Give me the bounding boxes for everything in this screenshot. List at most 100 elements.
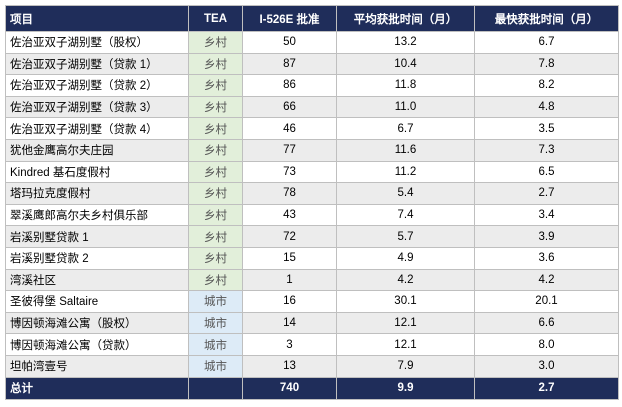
table-cell: 圣彼得堡 Saltaire [5, 290, 189, 313]
table-cell: 14 [242, 311, 337, 335]
table-cell: 6.6 [474, 311, 619, 335]
table-cell: 11.6 [336, 138, 475, 162]
table-row: 犹他金鹰高尔夫庄园 乡村 77 11.6 7.3 [5, 138, 619, 162]
table-cell: 30.1 [336, 290, 475, 313]
table-cell: 乡村 [188, 95, 243, 119]
table-row: 岩溪别墅贷款 2 乡村 15 4.9 3.6 [5, 246, 619, 270]
table-cell: 乡村 [188, 52, 243, 76]
total-cell: 740 [242, 376, 337, 400]
table-cell: 城市 [188, 333, 243, 356]
table-cell: 12.1 [336, 333, 475, 356]
table-cell: 乡村 [188, 268, 243, 292]
table-cell: 佐治亚双子湖别墅（贷款 1） [5, 52, 189, 76]
table-cell: 46 [242, 117, 337, 140]
table-row: 岩溪别墅贷款 1 乡村 72 5.7 3.9 [5, 225, 619, 248]
header-cell: 平均获批时间（月） [336, 5, 475, 32]
table-cell: 佐治亚双子湖别墅（贷款 4） [5, 117, 189, 140]
table-cell: 4.2 [336, 268, 475, 292]
table-cell: 15 [242, 246, 337, 270]
total-label: 总计 [5, 376, 189, 400]
table-row: 湾溪社区 乡村 1 4.2 4.2 [5, 268, 619, 292]
header-cell: TEA [188, 5, 243, 32]
table-row: 博因顿海滩公寓（贷款） 城市 3 12.1 8.0 [5, 333, 619, 356]
table-cell: 3 [242, 333, 337, 356]
table-cell: 塔玛拉克度假村 [5, 182, 189, 205]
table-row: 翠溪鹰郎高尔夫乡村俱乐部 乡村 43 7.4 3.4 [5, 203, 619, 227]
table-cell: 13 [242, 354, 337, 378]
total-row: 总计 740 9.9 2.7 [5, 376, 619, 400]
table-cell: 6.7 [474, 31, 619, 54]
table-cell: 乡村 [188, 246, 243, 270]
table-cell: 43 [242, 203, 337, 227]
table-row: 佐治亚双子湖别墅（贷款 4） 乡村 46 6.7 3.5 [5, 117, 619, 140]
table-cell: 7.3 [474, 138, 619, 162]
table-cell: 乡村 [188, 160, 243, 184]
table-cell: 乡村 [188, 182, 243, 205]
table-cell: 8.0 [474, 333, 619, 356]
total-cell [188, 376, 243, 400]
table-cell: 16 [242, 290, 337, 313]
table-cell: 2.7 [474, 182, 619, 205]
table-cell: 73 [242, 160, 337, 184]
table-cell: 3.9 [474, 225, 619, 248]
table-cell: 城市 [188, 311, 243, 335]
table-cell: 佐治亚双子湖别墅（贷款 2） [5, 74, 189, 97]
header-row: 项目 TEA I-526E 批准 平均获批时间（月） 最快获批时间（月） [5, 5, 619, 32]
table-cell: 86 [242, 74, 337, 97]
total-cell: 2.7 [474, 376, 619, 400]
table-row: 塔玛拉克度假村 乡村 78 5.4 2.7 [5, 182, 619, 205]
table-cell: 坦帕湾壹号 [5, 354, 189, 378]
table-cell: 4.9 [336, 246, 475, 270]
table-cell: 3.6 [474, 246, 619, 270]
header-cell: 最快获批时间（月） [474, 5, 619, 32]
table-cell: 8.2 [474, 74, 619, 97]
table-cell: 13.2 [336, 31, 475, 54]
table-cell: 3.4 [474, 203, 619, 227]
table-cell: 翠溪鹰郎高尔夫乡村俱乐部 [5, 203, 189, 227]
table-cell: 78 [242, 182, 337, 205]
table-cell: Kindred 基石度假村 [5, 160, 189, 184]
table-cell: 乡村 [188, 31, 243, 54]
table-cell: 7.4 [336, 203, 475, 227]
table-cell: 4.8 [474, 95, 619, 119]
table-cell: 1 [242, 268, 337, 292]
table-cell: 6.5 [474, 160, 619, 184]
table-cell: 5.7 [336, 225, 475, 248]
table-row: 坦帕湾壹号 城市 13 7.9 3.0 [5, 354, 619, 378]
total-cell: 9.9 [336, 376, 475, 400]
table-cell: 50 [242, 31, 337, 54]
table-cell: 城市 [188, 290, 243, 313]
table-cell: 乡村 [188, 74, 243, 97]
table-cell: 乡村 [188, 117, 243, 140]
table-cell: 岩溪别墅贷款 2 [5, 246, 189, 270]
table-cell: 10.4 [336, 52, 475, 76]
table-cell: 犹他金鹰高尔夫庄园 [5, 138, 189, 162]
table-cell: 7.9 [336, 354, 475, 378]
table-cell: 77 [242, 138, 337, 162]
header-cell: I-526E 批准 [242, 5, 337, 32]
table-cell: 博因顿海滩公寓（贷款） [5, 333, 189, 356]
table-cell: 4.2 [474, 268, 619, 292]
table-row: 佐治亚双子湖别墅（贷款 2） 乡村 86 11.8 8.2 [5, 74, 619, 97]
table-cell: 佐治亚双子湖别墅（贷款 3） [5, 95, 189, 119]
table-row: 佐治亚双子湖别墅（贷款 3） 乡村 66 11.0 4.8 [5, 95, 619, 119]
table-cell: 20.1 [474, 290, 619, 313]
table-cell: 12.1 [336, 311, 475, 335]
table-cell: 3.5 [474, 117, 619, 140]
table-row: 佐治亚双子湖别墅（贷款 1） 乡村 87 10.4 7.8 [5, 52, 619, 76]
table-cell: 5.4 [336, 182, 475, 205]
table-cell: 乡村 [188, 225, 243, 248]
table-row: 佐治亚双子湖别墅（股权） 乡村 50 13.2 6.7 [5, 31, 619, 54]
table-cell: 87 [242, 52, 337, 76]
table-cell: 3.0 [474, 354, 619, 378]
table-cell: 66 [242, 95, 337, 119]
table-row: 圣彼得堡 Saltaire 城市 16 30.1 20.1 [5, 290, 619, 313]
table-cell: 岩溪别墅贷款 1 [5, 225, 189, 248]
header-cell: 项目 [5, 5, 189, 32]
table-cell: 6.7 [336, 117, 475, 140]
table-row: Kindred 基石度假村 乡村 73 11.2 6.5 [5, 160, 619, 184]
table-cell: 7.8 [474, 52, 619, 76]
table-cell: 城市 [188, 354, 243, 378]
table-cell: 乡村 [188, 138, 243, 162]
